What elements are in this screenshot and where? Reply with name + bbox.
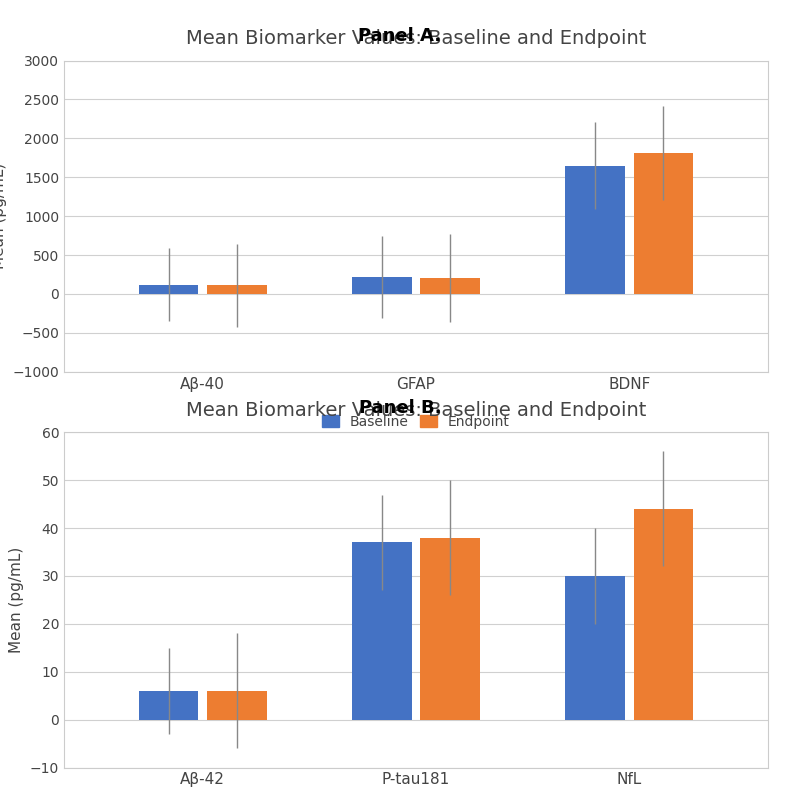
Bar	[352, 277, 412, 294]
Bar	[566, 166, 625, 294]
Y-axis label: Mean (pg/mL): Mean (pg/mL)	[10, 547, 24, 653]
Title: Mean Biomarker Values: Baseline and Endpoint: Mean Biomarker Values: Baseline and Endp…	[186, 29, 646, 48]
Bar	[420, 537, 480, 720]
Text: Panel A.: Panel A.	[358, 27, 442, 45]
Bar	[634, 509, 694, 720]
Bar	[138, 284, 198, 294]
Legend: Baseline, Endpoint: Baseline, Endpoint	[318, 410, 514, 433]
Bar	[207, 285, 266, 294]
Bar	[352, 542, 412, 720]
Bar	[420, 278, 480, 294]
Bar	[207, 691, 266, 720]
Text: Panel B.: Panel B.	[358, 399, 442, 417]
Bar	[566, 576, 625, 720]
Bar	[138, 691, 198, 720]
Title: Mean Biomarker Values: Baseline and Endpoint: Mean Biomarker Values: Baseline and Endp…	[186, 401, 646, 419]
Y-axis label: Mean (pg/mL): Mean (pg/mL)	[0, 163, 7, 269]
Bar	[634, 154, 694, 294]
